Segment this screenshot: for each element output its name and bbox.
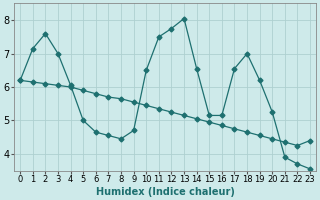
X-axis label: Humidex (Indice chaleur): Humidex (Indice chaleur) bbox=[96, 187, 235, 197]
